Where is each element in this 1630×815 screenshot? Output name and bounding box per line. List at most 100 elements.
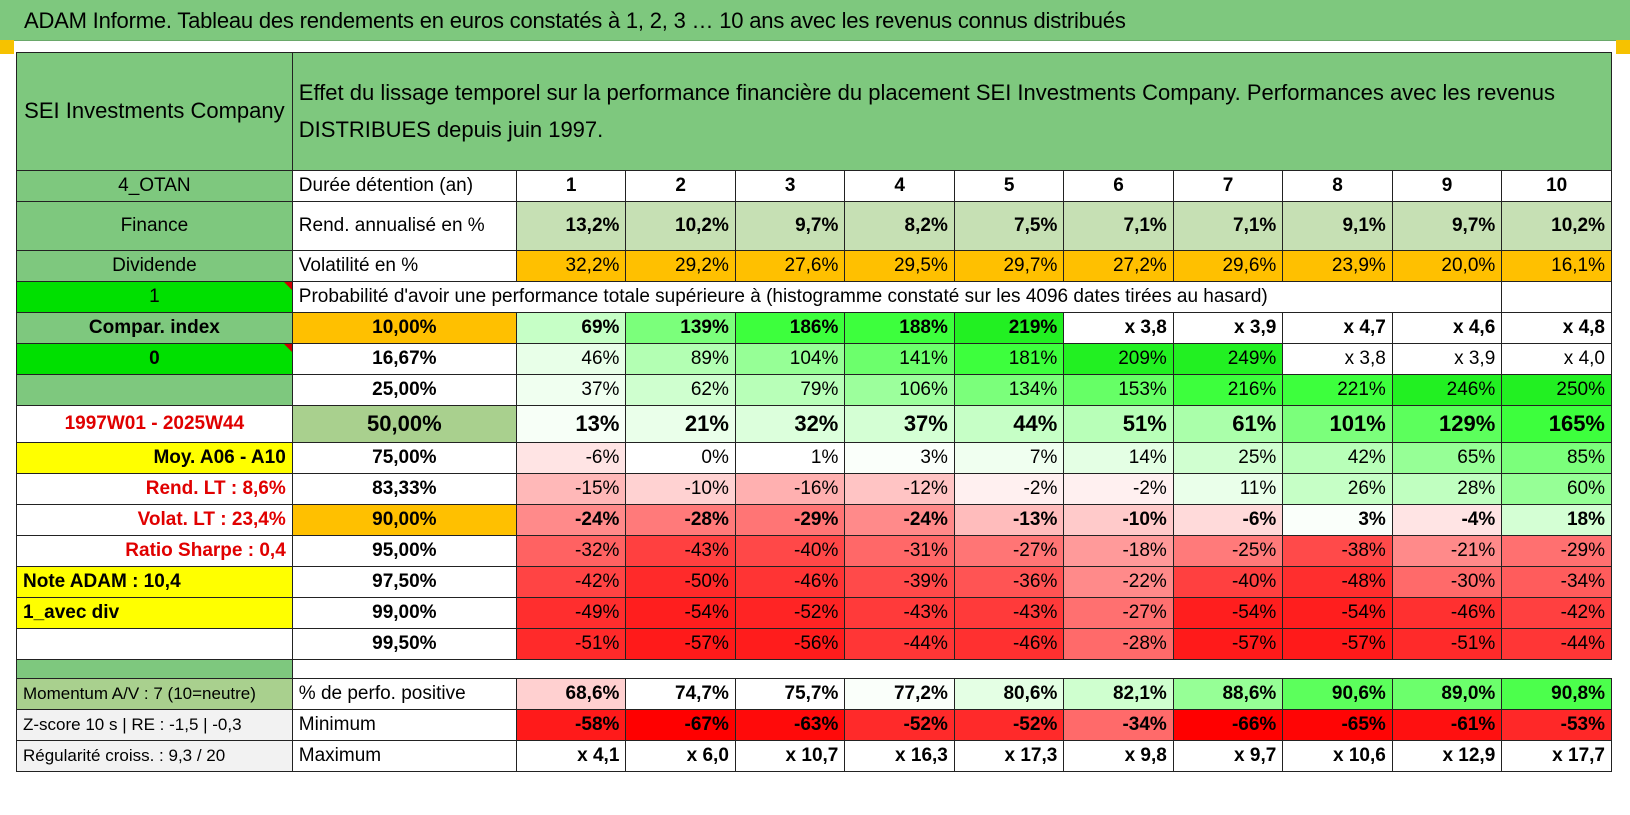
table-description: Effet du lissage temporel sur la perform… [291,52,1613,171]
probability-value-cell: 37% [844,405,955,443]
probability-value-cell: 85% [1501,442,1612,474]
probability-value-cell: 153% [1063,374,1174,406]
volat-cell: 29,7% [953,250,1065,282]
probability-value-cell: 42% [1282,442,1393,474]
rend-cell: 9,1% [1282,201,1393,251]
probability-value-cell: -50% [625,566,736,598]
volat-cell: 23,9% [1282,250,1393,282]
probability-value-cell: x 3,9 [1172,312,1284,344]
probability-value-cell: -56% [734,628,846,660]
year-cell: 4 [844,170,955,202]
summary-row-minimum: Z-score 10 s | RE : -1,5 | -0,3 Minimum -5… [16,709,1612,741]
probability-value-cell: -10% [1063,504,1174,536]
probability-value-cell: -32% [515,535,627,567]
returns-table: SEI Investments Company Effet du lissage… [16,52,1613,772]
probability-value-cell: -57% [1282,628,1393,660]
rend-cell: 9,7% [1391,201,1503,251]
spacer-cell [292,659,1612,679]
probability-value-cell: 18% [1501,504,1612,536]
type-label: Dividende [16,250,293,282]
side-label-momentum: Momentum A/V : 7 (10=neutre) [16,678,293,710]
probability-value-cell: -29% [1501,535,1612,567]
probability-value-cell: -43% [953,597,1065,629]
probability-value-cell: 0% [625,442,736,474]
minimum-cell: -34% [1063,709,1174,741]
probability-value-cell: 141% [844,343,955,375]
side-label-zscore: Z-score 10 s | RE : -1,5 | -0,3 [16,709,293,741]
company-name: SEI Investments Company [16,52,293,171]
year-cell: 2 [625,170,736,202]
probability-value-cell: 129% [1391,405,1503,443]
positive-cell: 68,6% [515,678,627,710]
probability-row: Compar. index 10,00% 69% 139% 186% 188% 219% x … [16,312,1612,344]
probability-value-cell: -44% [844,628,955,660]
probability-value-cell: -24% [844,504,955,536]
side-label-empty [16,628,293,660]
probability-threshold: 97,50% [291,566,517,598]
year-cell: 5 [953,170,1065,202]
probability-value-cell: 3% [844,442,955,474]
probability-value-cell: -54% [1172,597,1284,629]
volat-cell: 16,1% [1501,250,1612,282]
side-label-empty [16,374,293,406]
year-cell: 10 [1501,170,1612,202]
probability-row: 1997W01 - 2025W44 50,00% 13% 21% 32% 37% 44% 51… [16,405,1612,443]
probability-value-cell: -16% [734,473,846,505]
year-cell: 9 [1391,170,1503,202]
probability-row: 99,50% -51% -57% -56% -44% -46% -28% -57% -57% -5… [16,628,1612,660]
volat-cell: 29,5% [844,250,955,282]
probability-value-cell: -52% [734,597,846,629]
probability-value-cell: -4% [1391,504,1503,536]
probability-value-cell: 1% [734,442,846,474]
probability-value-cell: -42% [515,566,627,598]
probability-threshold: 83,33% [291,473,517,505]
probability-value-cell: 26% [1282,473,1393,505]
probability-value-cell: -48% [1282,566,1393,598]
probability-value-cell: 7% [953,442,1065,474]
probability-value-cell: 44% [953,405,1065,443]
probability-value-cell: -54% [625,597,736,629]
probability-value-cell: 249% [1172,343,1284,375]
probability-value-cell: 89% [625,343,736,375]
probability-value-cell: 246% [1391,374,1503,406]
maximum-cell: x 10,7 [734,740,846,772]
probability-value-cell: -29% [734,504,846,536]
probability-value-cell: -22% [1063,566,1174,598]
probability-value-cell: 181% [953,343,1065,375]
probability-value-cell: -18% [1063,535,1174,567]
probability-value-cell: -6% [515,442,627,474]
positive-cell: 74,7% [625,678,736,710]
probability-value-cell: -6% [1172,504,1284,536]
row-rend: Finance Rend. annualisé en % 13,2% 10,2% 9… [16,201,1612,251]
probability-threshold: 25,00% [291,374,517,406]
positive-cell: 90,6% [1282,678,1393,710]
probability-value-cell: x 4,6 [1391,312,1503,344]
positive-cell: 77,2% [844,678,955,710]
index-flag-one: 1 [16,281,293,313]
maximum-cell: x 17,3 [953,740,1065,772]
probability-value-cell: -40% [1172,566,1284,598]
rend-cell: 9,7% [734,201,846,251]
year-cell: 6 [1063,170,1174,202]
volat-cell: 27,6% [734,250,846,282]
header-row: SEI Investments Company Effet du lissage… [16,52,1613,171]
probability-value-cell: -49% [515,597,627,629]
probability-row: Moy. A06 - A10 75,00% -6% 0% 1% 3% 7% 14% 25% 42%… [16,442,1612,474]
probability-value-cell: x 3,8 [1063,312,1174,344]
probability-value-cell: -15% [515,473,627,505]
side-label-compar: Compar. index [16,312,293,344]
side-label-sharpe: Ratio Sharpe : 0,4 [16,535,293,567]
probability-value-cell: 32% [734,405,846,443]
probability-value-cell: -12% [844,473,955,505]
year-cell: 8 [1282,170,1393,202]
code-label: 4_OTAN [16,170,293,202]
probability-value-cell: 104% [734,343,846,375]
probability-value-cell: x 3,9 [1391,343,1503,375]
probability-value-cell: 65% [1391,442,1503,474]
minimum-cell: -66% [1172,709,1284,741]
probability-row: 25,00% 37% 62% 79% 106% 134% 153% 216% 221% 246% 2… [16,374,1612,406]
probability-value-cell: -44% [1501,628,1612,660]
title-banner: ADAM Informe. Tableau des rendements en … [0,0,1630,41]
probability-value-cell: -57% [625,628,736,660]
probability-caption: Probabilité d'avoir une performance tota… [291,281,1393,313]
